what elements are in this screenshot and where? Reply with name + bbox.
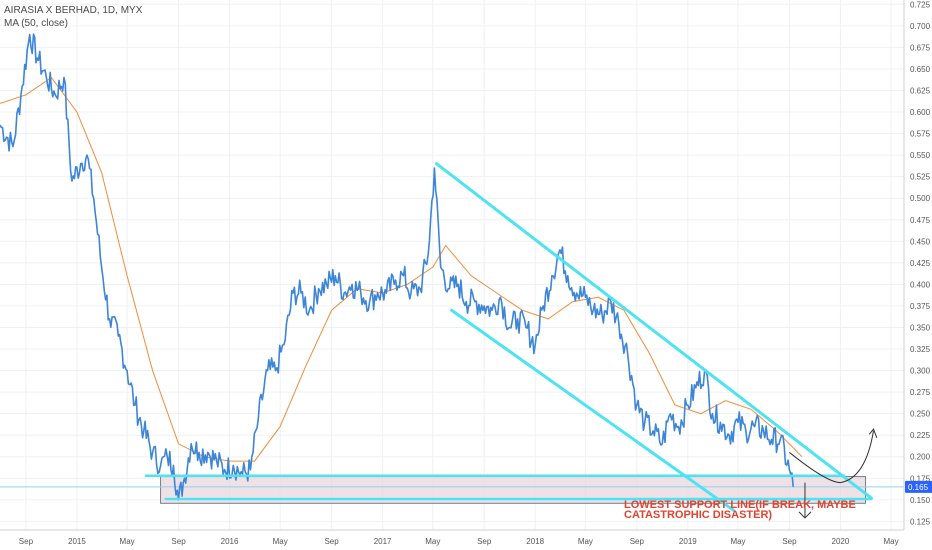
annotation-text-line2: CATASTROPHIC DISASTER) xyxy=(624,509,772,521)
x-tick-label: May xyxy=(730,537,745,546)
y-tick-label: 0.600 xyxy=(910,108,931,117)
y-tick-label: 0.450 xyxy=(910,237,931,246)
annotation-text-line1: LOWEST SUPPORT LINE(IF BREAK, MAYBE xyxy=(624,499,856,511)
x-tick-label: Sep xyxy=(171,537,186,546)
y-tick-label: 0.125 xyxy=(910,517,931,526)
x-tick-label: May xyxy=(578,537,593,546)
x-tick-label: 2017 xyxy=(374,537,392,546)
y-tick-label: 0.625 xyxy=(910,86,931,95)
x-tick-label: Sep xyxy=(782,537,797,546)
rebound-arrowhead xyxy=(868,428,878,438)
last-price-badge xyxy=(905,480,932,493)
y-tick-label: 0.550 xyxy=(910,151,931,160)
x-tick-label: 2020 xyxy=(832,537,850,546)
y-tick-label: 0.250 xyxy=(910,410,931,419)
x-tick-label: May xyxy=(273,537,288,546)
x-tick-label: Sep xyxy=(630,537,645,546)
x-tick-label: May xyxy=(425,537,440,546)
x-tick-label: 2015 xyxy=(68,537,86,546)
y-tick-label: 0.300 xyxy=(910,367,931,376)
y-tick-label: 0.325 xyxy=(910,345,931,354)
last-price-label: 0.165 xyxy=(908,483,929,492)
symbol-title: AIRASIA X BERHAD, 1D, MYX xyxy=(4,5,143,16)
y-tick-label: 0.475 xyxy=(910,216,931,225)
y-tick-label: 0.400 xyxy=(910,280,931,289)
y-tick-label: 0.150 xyxy=(910,496,931,505)
y-tick-label: 0.375 xyxy=(910,302,931,311)
x-axis: Sep 2015 May Sep 2016 May Sep 2017 May Sep 2018 May… xyxy=(0,529,904,546)
breakdown-arrowhead xyxy=(798,511,812,519)
x-tick-label: Sep xyxy=(324,537,339,546)
y-tick-label: 0.725 xyxy=(910,0,931,9)
x-tick-label: 2019 xyxy=(679,537,697,546)
y-tick-label: 0.200 xyxy=(910,453,931,462)
y-tick-label: 0.650 xyxy=(910,65,931,74)
price-line xyxy=(0,33,794,501)
y-tick-label: 0.525 xyxy=(910,173,931,182)
moving-average-layer xyxy=(0,76,803,462)
x-tick-label: Sep xyxy=(477,537,492,546)
chart-legend: AIRASIA X BERHAD, 1D, MYX MA (50, close) xyxy=(4,4,142,30)
y-tick-label: 0.500 xyxy=(910,194,931,203)
y-tick-label: 0.175 xyxy=(910,474,931,483)
rebound-arrow xyxy=(789,430,874,484)
x-tick-label: 2018 xyxy=(526,537,544,546)
x-tick-label: Sep xyxy=(19,537,34,546)
drawing-layer: LOWEST SUPPORT LINE(IF BREAK, MAYBECATAS… xyxy=(144,162,878,521)
x-tick-label: May xyxy=(120,537,135,546)
channel-upper-line xyxy=(435,162,873,500)
indicator-label: MA (50, close) xyxy=(4,18,68,29)
y-tick-label: 0.700 xyxy=(910,22,931,31)
chart-grid xyxy=(0,0,904,530)
y-tick-label: 0.575 xyxy=(910,130,931,139)
y-tick-label: 0.225 xyxy=(910,431,931,440)
x-tick-label: May xyxy=(883,537,898,546)
price-series-layer xyxy=(0,33,794,501)
y-tick-label: 0.350 xyxy=(910,323,931,332)
ma-line xyxy=(0,76,803,462)
y-axis: 0.125 0.150 0.175 0.200 0.225 0.250 0.275 0.300… xyxy=(903,0,932,530)
x-tick-label: 2016 xyxy=(221,537,239,546)
y-tick-label: 0.675 xyxy=(910,43,931,52)
y-tick-label: 0.275 xyxy=(910,388,931,397)
y-tick-label: 0.425 xyxy=(910,259,931,268)
